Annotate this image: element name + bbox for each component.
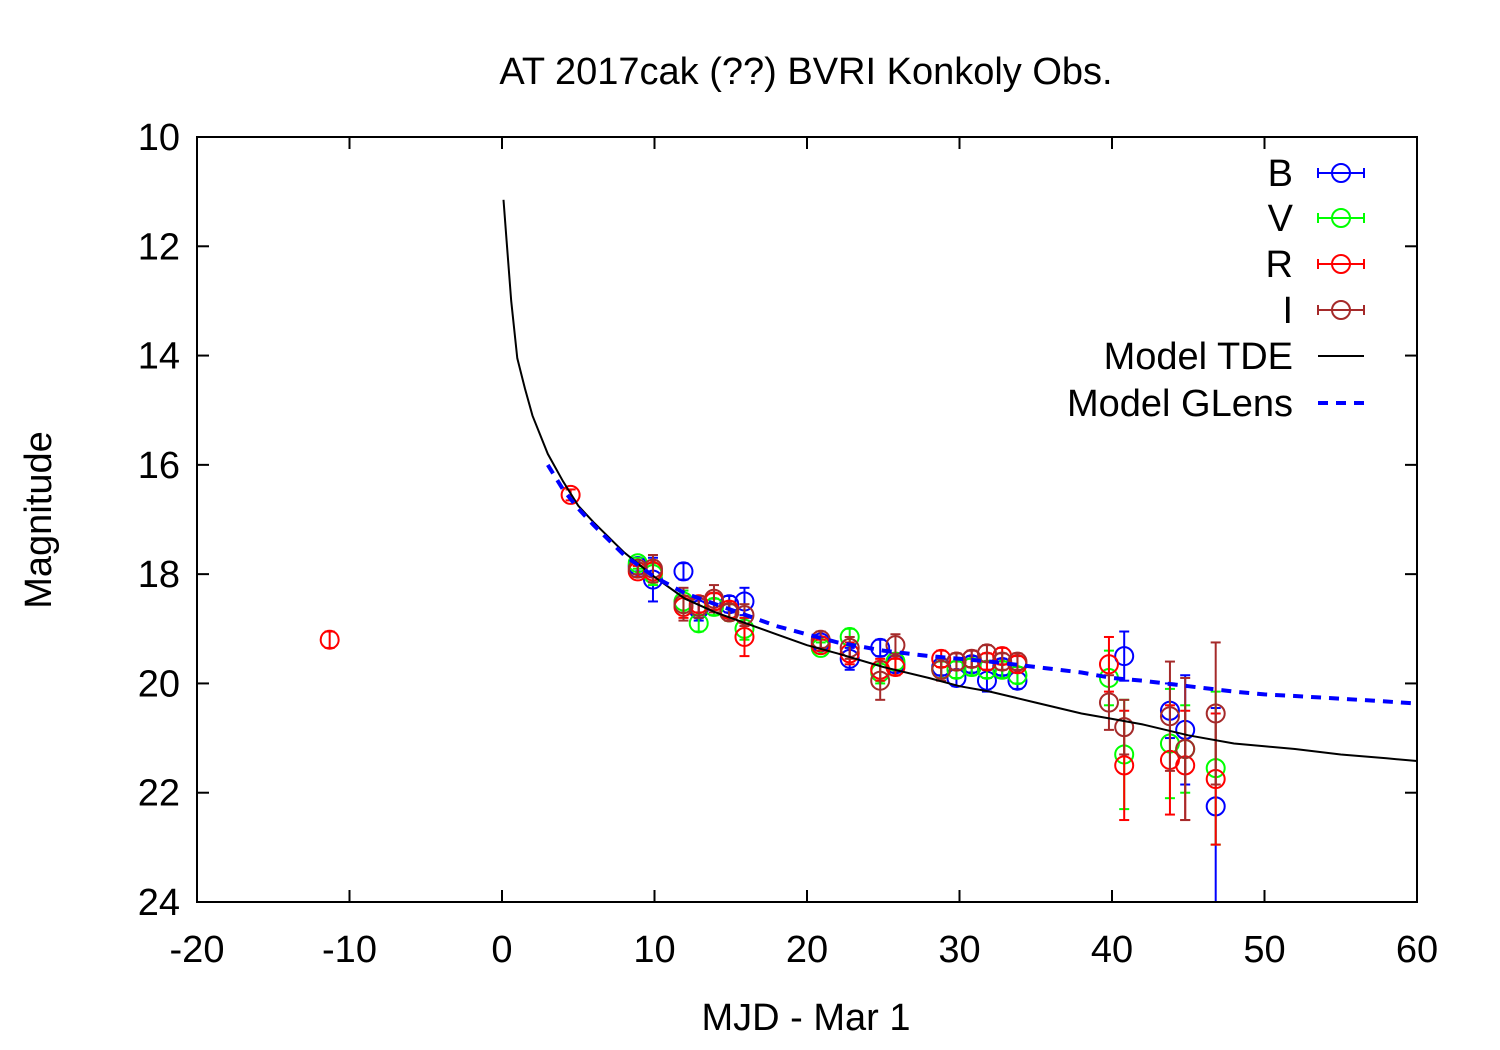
plot-area bbox=[319, 199, 1418, 902]
legend-marker-circle bbox=[1331, 254, 1351, 274]
marker-circle bbox=[931, 659, 952, 680]
x-tick-label: 20 bbox=[786, 929, 828, 971]
data-point-I bbox=[946, 651, 967, 672]
data-point-I bbox=[870, 660, 891, 701]
marker-circle bbox=[1175, 739, 1196, 759]
y-tick-label: 12 bbox=[138, 226, 180, 268]
x-axis-label: MJD - Mar 1 bbox=[702, 997, 911, 1039]
series-I bbox=[627, 554, 1226, 822]
data-point-B bbox=[673, 561, 694, 582]
model-glens-curve bbox=[546, 463, 1418, 706]
data-point-R bbox=[319, 629, 340, 650]
y-tick-label: 20 bbox=[138, 663, 180, 705]
legend-entry: Model GLens bbox=[1067, 383, 1364, 425]
data-point-I bbox=[1205, 641, 1226, 786]
x-tick-label: 10 bbox=[633, 929, 675, 971]
marker-circle bbox=[734, 605, 755, 626]
legend-entry: Model TDE bbox=[1104, 336, 1364, 378]
data-point-I bbox=[1007, 651, 1028, 672]
y-tick-label: 24 bbox=[138, 882, 180, 924]
marker-circle bbox=[1114, 646, 1135, 667]
y-tick-label: 16 bbox=[138, 445, 180, 487]
marker-circle bbox=[885, 635, 906, 656]
marker-circle bbox=[319, 629, 340, 650]
marker-circle bbox=[673, 594, 694, 615]
x-tick-label: 30 bbox=[938, 929, 980, 971]
data-point-I bbox=[1114, 698, 1135, 756]
marker-circle bbox=[976, 643, 997, 664]
marker-circle bbox=[703, 588, 724, 609]
marker-circle bbox=[1098, 654, 1119, 675]
x-tick-label: 40 bbox=[1091, 929, 1133, 971]
marker-circle bbox=[1114, 717, 1135, 738]
data-point-B bbox=[1114, 630, 1135, 682]
x-tick-label: 0 bbox=[491, 929, 512, 971]
x-tick-label: -20 bbox=[170, 929, 225, 971]
series-V bbox=[627, 553, 1226, 846]
marker-circle bbox=[1114, 755, 1135, 776]
data-point-I bbox=[1159, 660, 1180, 772]
legend-entry: I bbox=[1282, 290, 1365, 332]
legend-label: I bbox=[1282, 290, 1293, 332]
y-tick-label: 14 bbox=[138, 336, 180, 378]
y-tick-label: 10 bbox=[138, 117, 180, 159]
marker-circle bbox=[734, 626, 755, 647]
legend-marker-circle bbox=[1331, 300, 1351, 320]
marker-circle bbox=[1007, 651, 1028, 672]
series-R bbox=[319, 484, 1226, 846]
data-point-I bbox=[839, 635, 860, 660]
marker-circle bbox=[946, 651, 967, 672]
legend-entry: V bbox=[1268, 198, 1365, 240]
legend-label: B bbox=[1268, 153, 1293, 195]
y-tick-label: 22 bbox=[138, 773, 180, 815]
data-point-I bbox=[885, 633, 906, 658]
y-axis-label: Magnitude bbox=[18, 431, 60, 608]
legend-marker-circle bbox=[1331, 208, 1351, 228]
data-point-I bbox=[976, 643, 997, 664]
x-tick-label: -10 bbox=[322, 929, 377, 971]
marker-circle bbox=[627, 558, 648, 579]
data-point-I bbox=[719, 602, 740, 623]
legend-label: Model GLens bbox=[1067, 383, 1293, 425]
chart-title: AT 2017cak (??) BVRI Konkoly Obs. bbox=[499, 51, 1112, 93]
y-tick-label: 18 bbox=[138, 554, 180, 596]
ticks-layer: -20 -10 0 10 20 30 40 50 60 10 12 14 16 18 20 22 24 bbox=[138, 117, 1438, 971]
legend-label: Model TDE bbox=[1104, 336, 1293, 378]
legend-label: V bbox=[1268, 198, 1294, 240]
plot-frame bbox=[196, 136, 1418, 903]
x-tick-label: 60 bbox=[1396, 929, 1438, 971]
legend-entry: R bbox=[1266, 244, 1365, 286]
model-tde-curve bbox=[502, 199, 1418, 762]
marker-circle bbox=[1159, 706, 1180, 727]
marker-circle bbox=[1205, 703, 1226, 724]
legend-label: R bbox=[1266, 244, 1293, 286]
marker-circle bbox=[719, 602, 740, 623]
legend-entry: B bbox=[1268, 153, 1365, 195]
marker-circle bbox=[560, 484, 581, 505]
legend-marker-circle bbox=[1331, 163, 1351, 183]
marker-circle bbox=[673, 561, 694, 582]
marker-circle bbox=[1098, 692, 1119, 713]
x-tick-label: 50 bbox=[1243, 929, 1285, 971]
data-point-I bbox=[1175, 676, 1196, 822]
marker-circle bbox=[870, 670, 891, 691]
